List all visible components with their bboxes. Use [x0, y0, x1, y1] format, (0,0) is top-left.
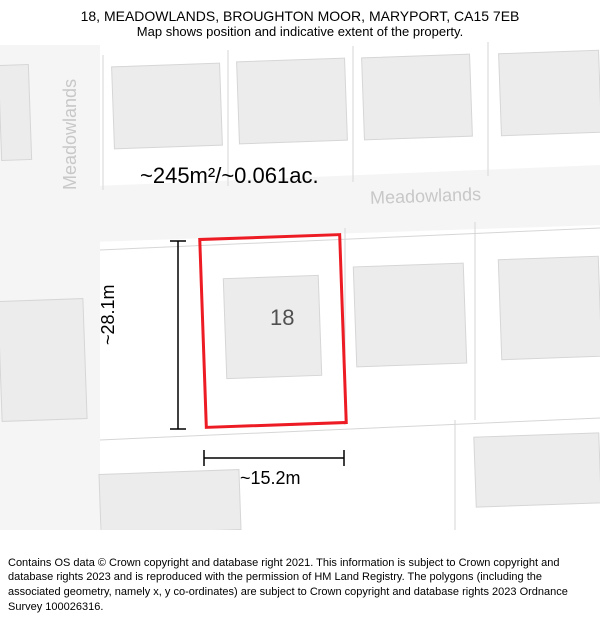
- plot-number-label: 18: [270, 305, 294, 331]
- page-subtitle: Map shows position and indicative extent…: [10, 24, 590, 39]
- street-label-horizontal: Meadowlands: [370, 184, 482, 209]
- map-canvas: ~245m²/~0.061ac. 18 ~28.1m ~15.2m Meadow…: [0, 0, 600, 530]
- dimension-width-label: ~15.2m: [240, 468, 301, 489]
- street-label-vertical: Meadowlands: [60, 79, 81, 190]
- header: 18, MEADOWLANDS, BROUGHTON MOOR, MARYPOR…: [0, 0, 600, 43]
- dimension-height-label: ~28.1m: [98, 284, 119, 345]
- copyright-footer: Contains OS data © Crown copyright and d…: [0, 550, 600, 625]
- map-svg: [0, 0, 600, 530]
- page-title: 18, MEADOWLANDS, BROUGHTON MOOR, MARYPOR…: [10, 8, 590, 24]
- area-measurement-label: ~245m²/~0.061ac.: [140, 163, 319, 189]
